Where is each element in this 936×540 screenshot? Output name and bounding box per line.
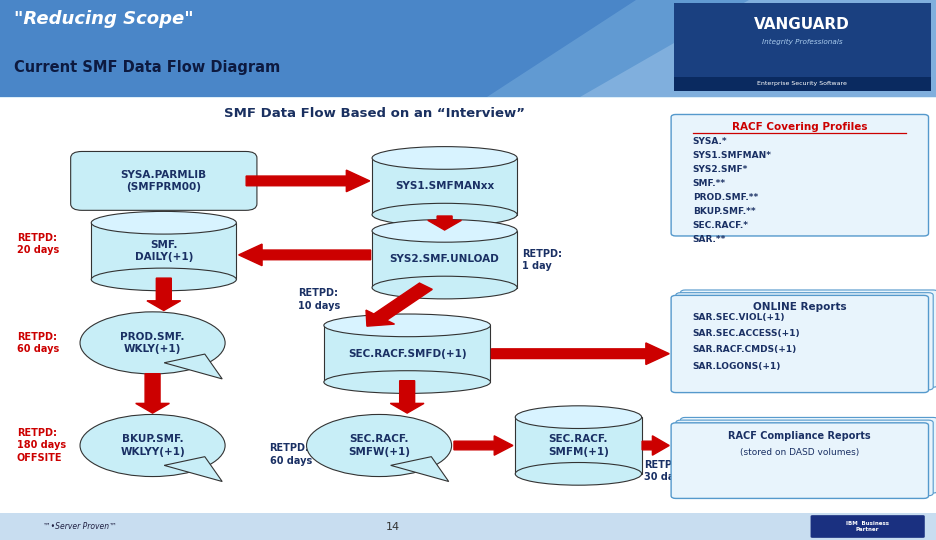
Text: RACF Compliance Reports: RACF Compliance Reports [728,431,870,441]
FancyArrow shape [390,381,424,413]
Text: BKUP.SMF.**: BKUP.SMF.** [693,207,755,216]
Ellipse shape [91,212,236,234]
FancyArrow shape [136,374,169,413]
FancyBboxPatch shape [680,290,936,387]
Ellipse shape [516,462,642,485]
Ellipse shape [516,406,642,429]
Text: RETPD:
20 days: RETPD: 20 days [17,233,59,255]
FancyArrow shape [239,244,371,266]
Text: ONLINE Reports: ONLINE Reports [753,302,846,312]
Ellipse shape [372,219,517,242]
Polygon shape [164,457,222,482]
Text: RETPD:
30 days: RETPD: 30 days [644,460,686,482]
Text: SMF.**: SMF.** [693,179,725,188]
FancyBboxPatch shape [92,222,236,280]
Ellipse shape [80,312,226,374]
Ellipse shape [372,276,517,299]
Ellipse shape [324,370,490,393]
Ellipse shape [372,146,517,169]
Text: SAR.LOGONS(+1): SAR.LOGONS(+1) [693,362,781,370]
Text: BKUP.SMF.
WKLYY(+1): BKUP.SMF. WKLYY(+1) [120,434,185,457]
Text: RETPD:
1 day: RETPD: 1 day [522,249,563,272]
FancyBboxPatch shape [0,0,936,97]
FancyBboxPatch shape [671,295,929,393]
Text: SEC.RACF.
SMFW(+1): SEC.RACF. SMFW(+1) [348,434,410,457]
Text: ™•Server Proven™: ™•Server Proven™ [43,522,116,531]
FancyBboxPatch shape [71,151,256,210]
Text: SAR.SEC.VIOL(+1): SAR.SEC.VIOL(+1) [693,313,785,322]
Text: IBM  Business
Partner: IBM Business Partner [846,521,889,532]
FancyBboxPatch shape [811,515,925,538]
Text: (stored on DASD volumes): (stored on DASD volumes) [739,448,859,457]
FancyArrow shape [366,283,432,326]
Text: SMF.
DAILY(+1): SMF. DAILY(+1) [135,240,193,262]
FancyArrow shape [428,216,461,230]
FancyBboxPatch shape [0,97,936,540]
Text: "Reducing Scope": "Reducing Scope" [14,10,194,28]
FancyArrow shape [246,170,370,192]
Text: Current SMF Data Flow Diagram: Current SMF Data Flow Diagram [14,60,280,75]
Ellipse shape [372,203,517,226]
Ellipse shape [324,314,490,337]
FancyBboxPatch shape [372,231,517,287]
Text: Integrity Professionals: Integrity Professionals [762,39,842,45]
Text: Enterprise Security Software: Enterprise Security Software [757,81,847,86]
Polygon shape [164,354,222,379]
Text: SEC.RACF.*: SEC.RACF.* [693,221,749,230]
Text: 14: 14 [386,522,401,531]
FancyBboxPatch shape [676,293,933,390]
Text: SEC.RACF.
SMFM(+1): SEC.RACF. SMFM(+1) [548,434,609,457]
Text: SAR.**: SAR.** [693,235,726,244]
Text: VANGUARD: VANGUARD [754,17,850,32]
FancyArrow shape [454,436,513,455]
Text: PROD.SMF.
WKLY(+1): PROD.SMF. WKLY(+1) [121,332,184,354]
Text: SMF Data Flow Based on an “Interview”: SMF Data Flow Based on an “Interview” [224,107,525,120]
FancyBboxPatch shape [0,98,936,514]
Text: SYS1.SMFMANxx: SYS1.SMFMANxx [395,181,494,191]
FancyArrow shape [642,436,669,455]
Text: RETPD:
10 days: RETPD: 10 days [298,288,340,311]
Text: SEC.RACF.SMFD(+1): SEC.RACF.SMFD(+1) [348,349,466,359]
FancyArrow shape [491,343,669,364]
Text: PROD.SMF.**: PROD.SMF.** [693,193,758,202]
FancyBboxPatch shape [372,158,517,214]
Text: SAR.RACF.CMDS(+1): SAR.RACF.CMDS(+1) [693,346,797,354]
Text: RETPD:
60 days: RETPD: 60 days [17,332,59,354]
Ellipse shape [80,415,226,477]
FancyBboxPatch shape [0,513,936,540]
Text: SYSA.*: SYSA.* [693,137,727,146]
Text: RETPD:
180 days
OFFSITE: RETPD: 180 days OFFSITE [17,428,66,463]
FancyBboxPatch shape [676,420,933,496]
FancyBboxPatch shape [680,417,936,493]
Text: SYSA.PARMLIB
(SMFPRM00): SYSA.PARMLIB (SMFPRM00) [121,170,207,192]
Text: SYS2.SMF.UNLOAD: SYS2.SMF.UNLOAD [389,254,500,264]
FancyBboxPatch shape [671,114,929,236]
FancyBboxPatch shape [516,417,642,474]
Text: SYS2.SMF*: SYS2.SMF* [693,165,748,174]
FancyBboxPatch shape [674,77,931,91]
Polygon shape [487,0,936,97]
Polygon shape [580,0,936,97]
Text: RACF Covering Profiles: RACF Covering Profiles [732,122,867,132]
Text: SAR.SEC.ACCESS(+1): SAR.SEC.ACCESS(+1) [693,329,800,338]
Text: SYS1.SMFMAN*: SYS1.SMFMAN* [693,151,771,160]
FancyArrow shape [147,278,181,310]
Text: RETPD:
60 days: RETPD: 60 days [270,443,312,466]
FancyBboxPatch shape [671,423,929,498]
Ellipse shape [91,268,236,291]
Polygon shape [390,457,448,482]
FancyBboxPatch shape [674,3,931,91]
Ellipse shape [307,415,452,477]
FancyBboxPatch shape [324,325,490,382]
